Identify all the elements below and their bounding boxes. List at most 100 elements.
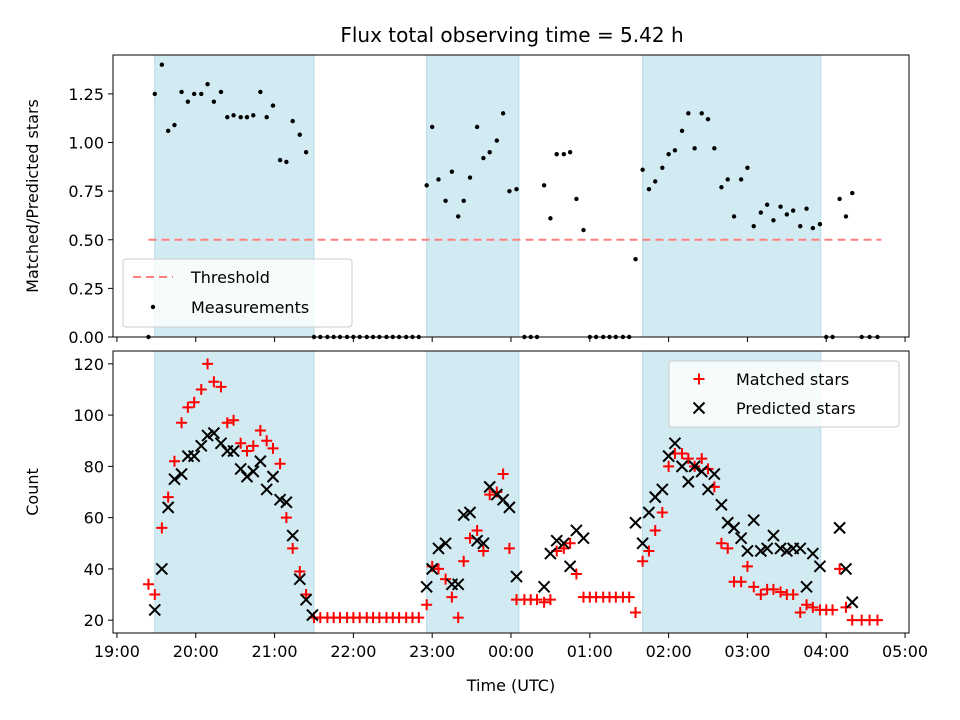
observing-windows xyxy=(154,350,822,634)
legend-predicted-swatch xyxy=(692,401,706,415)
legend-box xyxy=(122,258,353,328)
observing-window xyxy=(642,54,822,338)
predicted-star-point xyxy=(510,570,523,583)
matched-star-point xyxy=(741,560,753,572)
measurement-point xyxy=(581,227,586,233)
observing-window xyxy=(426,350,520,634)
measurement-point xyxy=(244,115,250,120)
predicted-star-point xyxy=(794,542,807,555)
matched-star-point xyxy=(801,599,813,611)
matched-star-point xyxy=(267,442,279,454)
measurement-point xyxy=(270,103,276,108)
x-tick-label: 04:00 xyxy=(803,642,849,661)
measurement-point xyxy=(771,218,776,223)
matched-star-point xyxy=(676,448,688,460)
predicted-star-point xyxy=(254,455,267,468)
predicted-star-point xyxy=(708,467,721,481)
matched-star-point xyxy=(558,542,570,554)
predicted-star-point xyxy=(557,537,571,550)
measurement-point xyxy=(817,222,823,227)
matched-star-point xyxy=(215,381,227,393)
matched-star-point xyxy=(531,594,543,606)
matched-star-point xyxy=(722,542,734,554)
measurement-point xyxy=(172,122,177,128)
measurement-point xyxy=(264,115,269,120)
matched-star-point xyxy=(787,589,799,601)
predicted-star-point xyxy=(813,560,827,573)
y-tick-label: 0.75 xyxy=(68,182,104,201)
y-tick-label: 1.25 xyxy=(68,85,104,104)
predicted-star-point xyxy=(439,537,452,550)
matched-star-point xyxy=(484,489,496,501)
matched-star-point xyxy=(544,594,556,606)
measurement-point xyxy=(507,188,512,194)
matched-star-point xyxy=(696,453,708,465)
predicted-star-point xyxy=(688,460,701,473)
measurement-point xyxy=(284,159,289,165)
predicted-star-point xyxy=(537,580,551,594)
x-marker xyxy=(692,401,706,415)
count-panel: 20 40 60 80 100 120 19:00 20:00 21:00 22:00 23:00… xyxy=(23,350,928,695)
measurement-point xyxy=(666,151,671,157)
x-tick-label: 22:00 xyxy=(330,642,376,661)
measurement-point xyxy=(778,204,783,209)
measurement-point xyxy=(567,150,573,155)
x-axis-ticks: 19:00 20:00 21:00 22:00 23:00 00:00 01:00 02:00… xyxy=(94,633,928,661)
x-tick-label: 02:00 xyxy=(646,642,692,661)
measurement-point xyxy=(303,150,309,155)
predicted-star-point xyxy=(629,516,642,529)
predicted-star-point xyxy=(727,521,741,535)
matched-star-point xyxy=(497,468,509,480)
measurement-point xyxy=(514,186,519,192)
matched-star-point xyxy=(846,614,858,626)
measurement-point xyxy=(554,151,559,157)
predicted-star-point xyxy=(563,560,577,573)
measurement-point xyxy=(548,216,553,221)
predicted-star-point xyxy=(457,508,470,522)
measurement-point xyxy=(719,185,724,190)
legend: Matched stars Predicted stars xyxy=(668,360,900,428)
y-tick-label: 0.00 xyxy=(68,328,104,347)
measurement-point xyxy=(500,111,506,116)
predicted-star-point xyxy=(266,470,280,483)
matched-star-point xyxy=(767,583,779,595)
measurement-point xyxy=(843,214,849,219)
matched-star-point xyxy=(287,542,299,554)
matched-star-point xyxy=(794,606,806,618)
predicted-star-point xyxy=(656,483,669,496)
measurement-point xyxy=(653,179,658,184)
predicted-star-point xyxy=(306,608,319,622)
predicted-star-point xyxy=(642,506,656,519)
y-tick-label: 0.25 xyxy=(68,279,104,298)
predicted-star-point xyxy=(168,472,181,486)
predicted-stars-points xyxy=(148,426,859,622)
matched-stars-points xyxy=(142,358,883,626)
measurement-point xyxy=(574,196,579,202)
predicted-star-point xyxy=(682,475,695,488)
measurement-point xyxy=(474,124,480,130)
matched-star-point xyxy=(182,401,194,413)
measurement-point xyxy=(745,165,750,170)
legend-predicted-label: Predicted stars xyxy=(736,399,856,418)
legend-threshold-label: Threshold xyxy=(190,268,270,287)
matched-star-point xyxy=(300,589,312,601)
measurement-point xyxy=(449,169,455,174)
matched-star-point xyxy=(682,453,694,465)
predicted-star-point xyxy=(747,513,760,527)
x-tick-label: 01:00 xyxy=(567,642,613,661)
predicted-star-point xyxy=(247,465,260,478)
predicted-star-point xyxy=(668,437,682,450)
predicted-star-point xyxy=(760,542,774,555)
measurement-point xyxy=(672,148,678,153)
legend-matched-label: Matched stars xyxy=(736,370,849,389)
matched-star-point xyxy=(471,524,483,536)
measurement-point xyxy=(699,111,704,116)
matched-star-point xyxy=(247,440,259,452)
observing-window xyxy=(426,54,520,338)
predicted-star-point xyxy=(636,537,649,550)
measurement-point xyxy=(686,111,691,116)
measurement-point xyxy=(561,151,567,157)
matched-star-point xyxy=(649,524,661,536)
predicted-star-point xyxy=(293,572,306,586)
measurement-point xyxy=(205,81,210,87)
